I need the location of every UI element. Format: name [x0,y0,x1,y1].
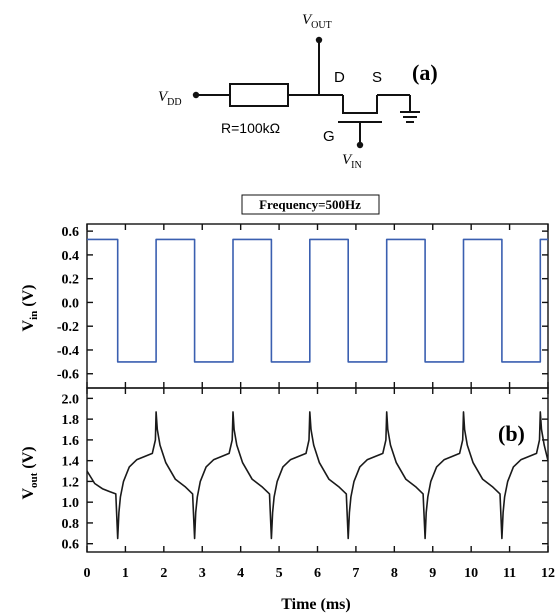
vout-ytick-label: 1.6 [62,434,80,449]
circuit-diagram [192,36,420,149]
vout-ytick-label: 2.0 [62,392,80,407]
frequency-box [241,194,380,215]
x-tick-label: 10 [464,566,478,581]
source-label: S [372,69,382,86]
vin-ytick-label: 0.2 [62,273,80,288]
x-tick-label: 11 [503,566,516,581]
x-tick-label: 5 [276,566,283,581]
vin-ytick-label: -0.4 [57,344,79,359]
vin-series-line [87,238,548,363]
vout-ytick-label: 0.8 [62,517,80,532]
resistor [229,83,289,107]
x-tick-label: 0 [84,566,91,581]
x-axis-label: Time (ms) [281,596,350,613]
vout-ytick-label: 1.2 [62,475,80,490]
panel-b-label: (b) [498,421,525,446]
vin-ytick-label: 0.6 [62,225,80,240]
vout-series-line [87,411,548,540]
transistor-channel [342,95,378,114]
vin-ytick-label: -0.2 [57,320,79,335]
x-tick-label: 3 [199,566,206,581]
gate-label: G [323,128,335,145]
vin-ytick-label: 0.4 [62,249,80,264]
resistor-label: R=100kΩ [221,120,280,136]
x-tick-label: 2 [160,566,167,581]
x-tick-label: 6 [314,566,321,581]
drain-label: D [334,69,345,86]
vout-label: VOUT [302,12,332,31]
vdd-label: VDD [158,89,182,108]
x-tick-label: 4 [237,566,244,581]
vout-ytick-label: 1.0 [62,496,80,511]
vout-ytick-label: 1.8 [62,413,80,428]
vin-terminal [356,141,364,149]
vout-ytick-label: 0.6 [62,538,80,553]
panel-a-label: (a) [412,60,438,85]
frequency-label: Frequency=500Hz [259,197,361,212]
vout-panel: 2.01.81.61.41.21.00.80.60 1 2 3 4 5 6 7 8 9 10 11 12 [62,387,555,581]
vout-terminal [315,36,323,44]
x-tick-label: 12 [541,566,555,581]
x-tick-label: 9 [429,566,436,581]
x-tick-label: 1 [122,566,129,581]
vin-ytick-label: 0.0 [62,296,80,311]
vin-ytick-label: -0.6 [57,368,79,383]
x-tick-label: 7 [352,566,359,581]
x-tick-label: 8 [391,566,398,581]
vin-panel: 0.6 0.4 0.2 0.0 -0.2 -0.4 -0.6 [57,223,549,389]
vout-axis-label: Vout (V) [20,446,40,499]
vin-axis-label: Vin (V) [20,285,40,332]
vout-ytick-label: 1.4 [62,455,80,470]
vin-label: VIN [342,152,362,171]
